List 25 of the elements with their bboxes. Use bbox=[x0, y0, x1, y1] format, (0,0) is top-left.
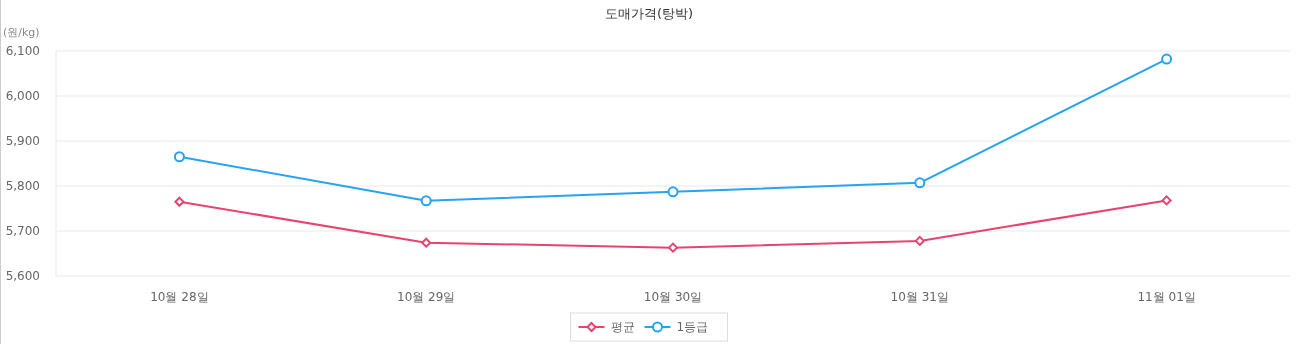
point bbox=[173, 151, 185, 163]
y-tick-label: 5,900 bbox=[5, 134, 40, 148]
legend-label: 1등급 bbox=[676, 320, 709, 334]
point bbox=[914, 177, 926, 189]
point bbox=[421, 237, 432, 248]
point bbox=[174, 196, 185, 207]
point bbox=[667, 186, 679, 198]
y-tick-label: 5,800 bbox=[5, 179, 40, 193]
x-tick-label: 10월 28일 bbox=[150, 290, 209, 304]
point bbox=[668, 242, 678, 253]
y-tick-label: 5,600 bbox=[5, 269, 40, 283]
y-axis-title: (원/kg) bbox=[3, 26, 40, 39]
y-tick-label: 5,700 bbox=[5, 224, 40, 238]
y-tick-label: 6,000 bbox=[5, 89, 40, 103]
y-tick-label: 6,100 bbox=[5, 44, 40, 58]
x-tick-label: 11월 01일 bbox=[1137, 290, 1196, 304]
x-tick-label: 10월 31일 bbox=[890, 290, 949, 304]
chart-title: 도매가격(탕박) bbox=[604, 6, 694, 21]
point bbox=[420, 195, 432, 207]
point bbox=[914, 235, 925, 246]
legend-label: 평균 bbox=[610, 320, 635, 334]
point bbox=[1161, 195, 1172, 206]
point bbox=[1161, 53, 1173, 65]
x-tick-label: 10월 29일 bbox=[397, 290, 456, 304]
x-tick-label: 10월 30일 bbox=[643, 290, 703, 304]
